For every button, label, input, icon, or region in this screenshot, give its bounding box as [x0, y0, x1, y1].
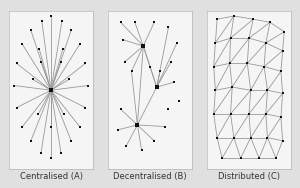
X-axis label: Centralised (A): Centralised (A) — [20, 172, 82, 181]
X-axis label: Distributed (C): Distributed (C) — [218, 172, 280, 181]
X-axis label: Decentralised (B): Decentralised (B) — [113, 172, 187, 181]
